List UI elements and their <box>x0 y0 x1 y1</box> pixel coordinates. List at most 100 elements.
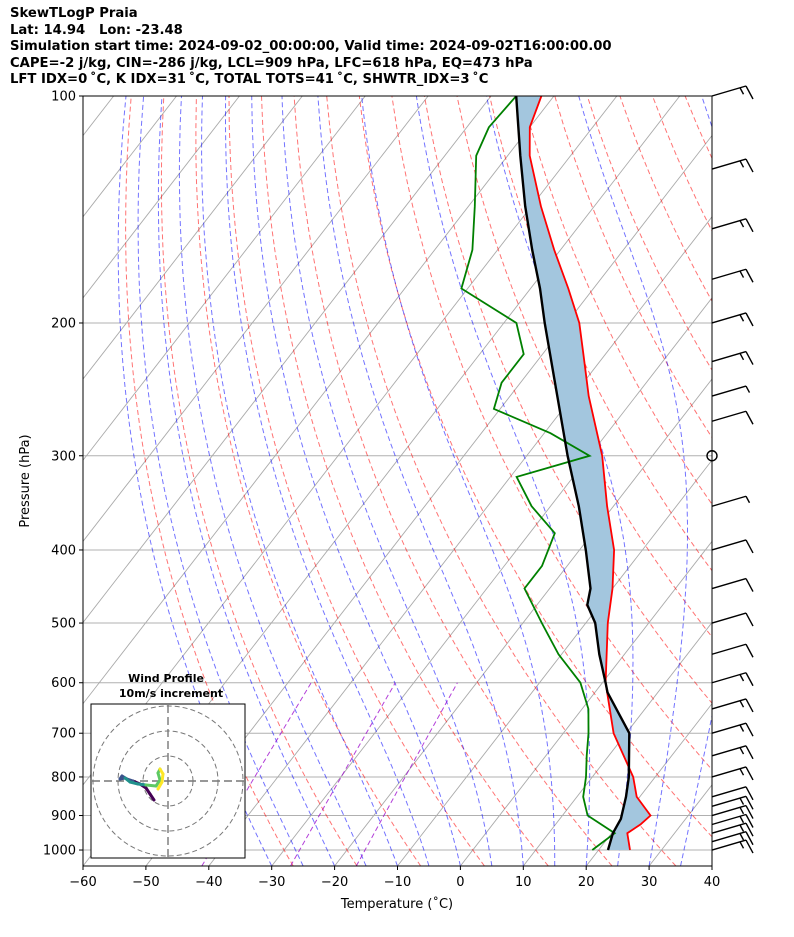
barb-half-flag <box>739 824 745 832</box>
y-tick-label: 400 <box>51 543 76 558</box>
barb-staff <box>711 766 747 778</box>
barb-flag <box>745 612 754 627</box>
barb-half-flag <box>739 87 745 95</box>
isotherm <box>271 297 712 866</box>
barb-flag <box>745 805 754 819</box>
mixing-ratio-line <box>355 682 458 866</box>
header: SkewTLogP Praia Lat: 14.94 Lon: -23.48 S… <box>10 6 612 89</box>
moist-adiabat <box>157 96 336 866</box>
x-tick-label: −20 <box>321 875 348 890</box>
moist-adiabat <box>711 863 712 866</box>
location-line: Lat: 14.94 Lon: -23.48 <box>10 22 183 38</box>
x-axis: −60 −50 −40 −30 −20 −10 0 10 20 30 40 <box>69 866 720 890</box>
wind-barb <box>711 822 754 837</box>
wind-barb <box>711 350 754 365</box>
x-tick-label: 10 <box>515 875 532 890</box>
barb-staff <box>711 822 747 834</box>
x-tick-label: 0 <box>456 875 464 890</box>
moist-adiabat <box>317 96 524 866</box>
x-tick-label: −10 <box>384 875 411 890</box>
barb-flag <box>745 698 754 713</box>
y-tick-label: 800 <box>51 770 76 785</box>
barb-flag <box>745 218 754 233</box>
dry-adiabat <box>228 96 485 866</box>
barb-half-flag <box>739 815 745 824</box>
wind-barb <box>711 218 754 233</box>
barb-flag <box>745 312 754 327</box>
dry-adiabat <box>521 96 712 506</box>
wind-barb <box>711 804 754 819</box>
hodograph-trace <box>156 780 164 791</box>
wind-barb <box>711 612 754 627</box>
barb-staff <box>711 218 747 230</box>
wind-barb <box>711 577 754 592</box>
barb-flag <box>745 410 754 425</box>
x-tick-label: −30 <box>258 875 285 890</box>
barb-half-flag <box>739 674 745 682</box>
y-axis-label: Pressure (hPa) <box>18 434 33 527</box>
wind-barb <box>711 831 754 846</box>
barb-staff <box>711 410 747 422</box>
y-tick-label: 1000 <box>43 844 76 859</box>
wind-barb <box>711 158 754 173</box>
barb-staff <box>711 839 747 851</box>
barb-staff <box>711 495 747 507</box>
x-tick-label: 20 <box>578 875 595 890</box>
dry-adiabat <box>554 96 712 439</box>
barb-staff <box>711 722 747 734</box>
wind-barb <box>711 539 754 554</box>
barb-half-flag <box>739 314 745 322</box>
y-tick-label: 700 <box>51 727 76 742</box>
dry-adiabats <box>125 96 794 866</box>
inset-title: Wind Profile <box>128 672 204 685</box>
chart-title: SkewTLogP Praia <box>10 6 138 21</box>
barb-staff <box>711 786 747 798</box>
dry-adiabat <box>489 96 712 572</box>
barb-half-flag <box>739 700 745 708</box>
wind-barb <box>711 722 754 737</box>
barb-half-flag <box>739 270 745 278</box>
barb-half-flag <box>745 495 751 504</box>
barb-half-flag <box>739 768 745 776</box>
y-tick-label: 100 <box>51 90 76 105</box>
wind-barb <box>711 698 754 713</box>
barb-half-flag <box>739 724 745 732</box>
barb-staff <box>711 612 747 624</box>
barb-staff <box>711 643 747 655</box>
wind-barb <box>711 786 754 801</box>
moist-adiabat <box>415 96 591 866</box>
barb-staff <box>711 350 747 363</box>
wind-barb <box>711 813 754 828</box>
wind-profile-inset: Wind Profile 10m/s increment <box>90 672 246 859</box>
isotherm <box>83 96 303 380</box>
dry-adiabat <box>195 96 422 866</box>
barb-half-flag <box>745 385 751 393</box>
calm-wind-icon <box>706 450 718 462</box>
temperature-line <box>528 96 652 851</box>
barb-flag <box>745 722 754 737</box>
mixing-ratio-line <box>290 682 396 866</box>
dry-adiabat <box>750 96 794 866</box>
barb-flag <box>745 745 754 760</box>
wind-barb <box>711 672 754 687</box>
isotherm <box>585 702 712 866</box>
wind-barb <box>711 643 754 658</box>
barb-staff <box>711 795 747 807</box>
barb-flag <box>745 766 754 781</box>
barb-staff <box>711 672 747 684</box>
barb-flag <box>745 268 754 283</box>
moist-adiabat <box>137 96 304 866</box>
hodograph-trace <box>144 783 158 788</box>
dry-adiabat <box>125 96 294 866</box>
wind-barb <box>711 839 754 854</box>
inset-subtitle: 10m/s increment <box>119 687 223 700</box>
barb-half-flag <box>739 747 745 755</box>
isotherm <box>83 96 555 705</box>
inset-hodograph <box>92 705 244 857</box>
barb-flag <box>745 814 754 828</box>
x-tick-label: −40 <box>195 875 222 890</box>
barb-staff <box>711 745 747 757</box>
moist-adiabat <box>178 96 367 866</box>
isotherm <box>83 96 492 624</box>
y-tick-label: 500 <box>51 617 76 632</box>
